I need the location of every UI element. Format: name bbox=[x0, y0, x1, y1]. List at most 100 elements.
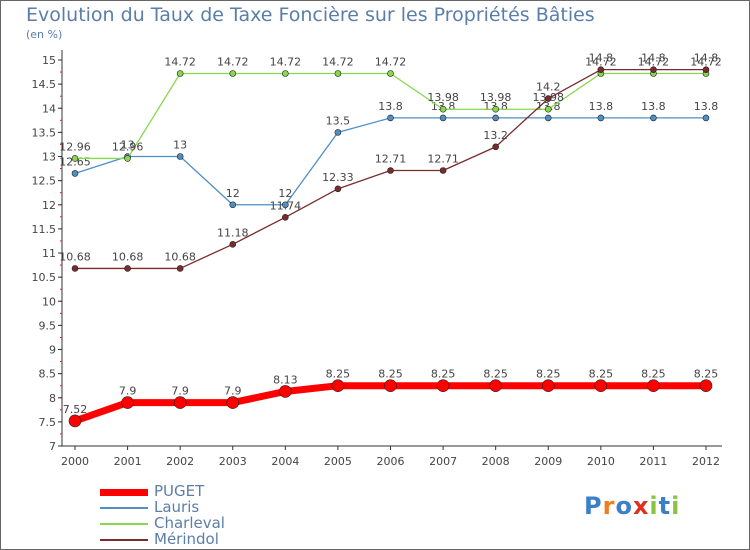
data-point-charleval bbox=[229, 70, 237, 77]
data-point-charleval bbox=[439, 105, 447, 113]
data-label-lauris: 12 bbox=[278, 187, 292, 200]
data-point-merindol bbox=[544, 95, 552, 102]
data-label-merindol: 14.2 bbox=[536, 81, 561, 94]
data-point-lauris bbox=[439, 114, 447, 122]
x-tick-label: 2011 bbox=[639, 455, 667, 468]
data-point-merindol bbox=[492, 143, 499, 151]
legend-swatch-merindol bbox=[100, 539, 148, 541]
data-label-charleval: 13.98 bbox=[480, 91, 512, 104]
x-tick-label: 2010 bbox=[587, 455, 615, 468]
y-tick-label: 8.5 bbox=[39, 368, 57, 381]
data-point-merindol bbox=[334, 185, 342, 193]
y-tick-label: 10 bbox=[42, 295, 56, 308]
data-point-puget bbox=[489, 379, 502, 392]
data-point-charleval bbox=[492, 105, 499, 113]
data-point-merindol bbox=[71, 265, 79, 272]
legend-item-merindol: Mérindol bbox=[100, 530, 300, 548]
y-tick-label: 7 bbox=[49, 440, 56, 453]
data-point-puget bbox=[226, 396, 240, 409]
legend-label-lauris: Lauris bbox=[154, 498, 200, 516]
data-point-puget bbox=[68, 414, 82, 428]
data-label-lauris: 13.8 bbox=[378, 100, 403, 113]
x-tick-label: 2004 bbox=[271, 455, 299, 468]
x-tick-label: 2005 bbox=[324, 455, 352, 468]
data-label-merindol: 10.68 bbox=[59, 250, 91, 263]
y-tick-label: 9.5 bbox=[39, 319, 57, 332]
y-tick-label: 14 bbox=[42, 102, 56, 115]
y-tick-label: 11.5 bbox=[32, 223, 57, 236]
data-point-puget bbox=[173, 396, 187, 409]
data-label-merindol: 10.68 bbox=[164, 250, 196, 263]
data-point-puget bbox=[436, 379, 450, 392]
x-tick-label: 2003 bbox=[219, 455, 247, 468]
data-label-puget: 8.25 bbox=[326, 368, 351, 381]
data-point-lauris bbox=[544, 114, 552, 122]
data-label-merindol: 10.68 bbox=[112, 250, 144, 263]
data-point-charleval bbox=[334, 70, 342, 77]
y-tick-label: 13 bbox=[42, 151, 56, 164]
data-label-lauris: 13.8 bbox=[694, 100, 719, 113]
y-tick-label: 12 bbox=[42, 199, 56, 212]
data-label-lauris: 13.5 bbox=[326, 114, 351, 127]
data-point-merindol bbox=[176, 265, 184, 272]
y-tick-label: 12.5 bbox=[32, 175, 57, 188]
data-point-charleval bbox=[544, 105, 552, 113]
x-tick-label: 2007 bbox=[429, 455, 457, 468]
data-label-lauris: 12 bbox=[226, 187, 240, 200]
legend-label-charleval: Charleval bbox=[154, 514, 225, 532]
data-label-merindol: 11.18 bbox=[217, 226, 249, 239]
data-label-merindol: 14.8 bbox=[694, 52, 719, 65]
logo-letter: x bbox=[632, 492, 650, 520]
data-label-puget: 8.13 bbox=[273, 373, 298, 386]
data-label-charleval: 12.96 bbox=[112, 140, 144, 153]
data-label-lauris: 13.8 bbox=[589, 100, 614, 113]
data-point-merindol bbox=[124, 265, 131, 272]
legend-swatch-puget bbox=[100, 489, 148, 496]
data-label-puget: 7.9 bbox=[171, 385, 189, 398]
data-point-lauris bbox=[597, 114, 605, 122]
data-point-merindol bbox=[650, 66, 657, 73]
data-label-lauris: 13.8 bbox=[641, 100, 666, 113]
data-point-lauris bbox=[334, 129, 342, 136]
logo-letter: P bbox=[584, 492, 603, 520]
logo-letter: i bbox=[671, 492, 681, 520]
data-label-charleval: 14.72 bbox=[322, 56, 354, 69]
data-label-puget: 8.25 bbox=[694, 368, 719, 381]
logo-letter: t bbox=[658, 492, 672, 520]
data-label-merindol: 12.33 bbox=[322, 171, 354, 184]
logo-letter: i bbox=[649, 492, 659, 520]
legend-item-puget: PUGET bbox=[100, 482, 300, 500]
data-point-charleval bbox=[71, 155, 79, 162]
data-point-merindol bbox=[229, 241, 237, 248]
data-label-merindol: 12.71 bbox=[375, 152, 407, 165]
data-label-lauris: 13 bbox=[173, 139, 187, 152]
data-label-puget: 8.25 bbox=[431, 368, 456, 381]
data-label-charleval: 14.72 bbox=[217, 56, 249, 69]
data-label-charleval: 12.96 bbox=[59, 140, 91, 153]
data-label-puget: 8.25 bbox=[641, 368, 666, 381]
data-point-puget bbox=[647, 379, 660, 392]
data-label-merindol: 14.8 bbox=[641, 52, 666, 65]
data-point-lauris bbox=[650, 114, 657, 122]
y-tick-label: 10.5 bbox=[32, 271, 57, 284]
data-label-puget: 8.25 bbox=[483, 368, 508, 381]
x-tick-label: 2012 bbox=[692, 455, 720, 468]
data-point-puget bbox=[121, 396, 134, 409]
data-point-merindol bbox=[282, 213, 289, 221]
data-point-charleval bbox=[387, 70, 394, 77]
data-point-merindol bbox=[387, 167, 394, 174]
data-point-merindol bbox=[439, 167, 447, 174]
y-tick-label: 7.5 bbox=[39, 416, 57, 429]
data-point-puget bbox=[699, 379, 713, 392]
data-point-puget bbox=[594, 379, 608, 392]
data-point-charleval bbox=[282, 70, 289, 77]
data-label-puget: 8.25 bbox=[536, 368, 561, 381]
data-label-puget: 7.52 bbox=[63, 403, 88, 416]
data-point-lauris bbox=[176, 153, 184, 160]
legend-label-merindol: Mérindol bbox=[154, 530, 219, 548]
data-label-merindol: 13.2 bbox=[483, 129, 508, 142]
legend-swatch-lauris bbox=[100, 507, 148, 509]
x-tick-label: 2006 bbox=[377, 455, 405, 468]
x-tick-label: 2000 bbox=[61, 455, 89, 468]
